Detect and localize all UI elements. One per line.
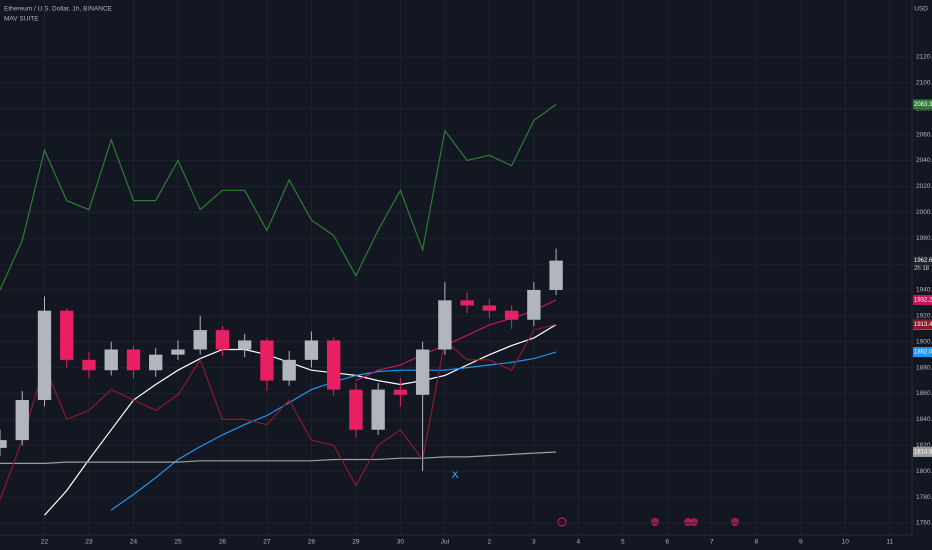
y-tick-label: 2100.00 (916, 80, 932, 87)
candle-body (15, 399, 29, 441)
indicator-line (355, 299, 557, 382)
price-tag (913, 319, 932, 330)
candle-body (371, 389, 385, 430)
annotation: X (451, 469, 459, 481)
candle-body (171, 349, 185, 355)
indicator-line (0, 451, 557, 464)
candle-body (0, 440, 7, 448)
price-tag (913, 255, 932, 266)
y-tick-label: 2040.00 (916, 157, 932, 164)
y-tick-label: 2000.00 (916, 209, 932, 216)
price-tag-label: 1913.46 (914, 322, 932, 328)
price-tag-label: 1814.85 (914, 450, 932, 456)
event-icon[interactable] (684, 518, 692, 526)
countdown: 2h 18 (914, 266, 930, 272)
candle-body (549, 260, 563, 290)
x-tick-label: 27 (263, 539, 271, 546)
price-tag (913, 99, 932, 110)
candle-body (415, 349, 430, 395)
y-tick-label: 1760.00 (916, 520, 932, 527)
indicator-name: MAV SUITE (4, 16, 39, 23)
y-tick-label: 1800.00 (916, 468, 932, 475)
chart-title: Ethereum / U.S. Dollar, 1h, BINANCE (4, 6, 113, 13)
x-tick-label: 29 (352, 539, 360, 546)
x-tick-label: 6 (666, 539, 670, 546)
indicator-line (44, 324, 557, 516)
candle-body (438, 300, 452, 350)
x-tick-label: 28 (308, 539, 316, 546)
y-tick-label: 1840.00 (916, 416, 932, 423)
price-tag (913, 446, 932, 457)
indicator-line (0, 103, 557, 291)
candle-body (37, 310, 52, 400)
candle-body (282, 359, 296, 381)
y-tick-label: 2120.00 (916, 54, 932, 61)
y-tick-label: 1980.00 (916, 235, 932, 242)
y-tick-label: 1920.00 (916, 313, 932, 320)
price-tag-label: 2083.33 (914, 102, 932, 108)
candle-body (260, 340, 274, 381)
candle-body (304, 340, 319, 360)
event-icons (557, 517, 739, 527)
y-tick-label: 1880.00 (916, 364, 932, 371)
x-tick-label: 3 (532, 539, 536, 546)
x-tick-label: 4 (577, 539, 581, 546)
currency-label: USD (914, 6, 928, 13)
candle-body (393, 389, 408, 395)
candle-body (104, 349, 118, 371)
candle-body (82, 359, 96, 371)
x-tick-label: 26 (219, 539, 227, 546)
x-tick-label: 9 (799, 539, 803, 546)
x-tick-label: 30 (397, 539, 405, 546)
candle-body (215, 330, 230, 350)
candle-body (527, 289, 541, 320)
candle-body (482, 305, 497, 311)
x-tick-label: 22 (41, 539, 49, 546)
event-icon[interactable] (651, 518, 659, 526)
candle-body (193, 330, 207, 350)
grid (0, 0, 912, 535)
candle-body (60, 310, 74, 360)
candle-body (460, 300, 474, 306)
candle-body (238, 340, 252, 350)
x-tick-label: 10 (842, 539, 850, 546)
event-icon[interactable] (690, 518, 698, 526)
x-tick-label: 25 (174, 539, 182, 546)
x-tick-label: 24 (130, 539, 138, 546)
event-icon[interactable] (731, 518, 739, 526)
price-tag-label: 1892.03 (914, 350, 932, 356)
price-tag-label: 1932.26 (914, 298, 932, 304)
y-tick-label: 1900.00 (916, 338, 932, 345)
y-tick-label: 1940.00 (916, 287, 932, 294)
x-tick-label: Jul (441, 539, 450, 546)
candle-body (126, 349, 141, 371)
candle-body (149, 354, 163, 371)
y-tick-label: 2020.00 (916, 183, 932, 190)
x-tick-label: 11 (886, 539, 893, 546)
price-tag (913, 347, 932, 358)
event-icon[interactable] (557, 517, 567, 527)
candle-body (504, 310, 519, 320)
x-tick-label: 23 (85, 539, 93, 546)
y-tick-label: 1860.00 (916, 390, 932, 397)
x-tick-label: 2 (488, 539, 492, 546)
candle-body (326, 340, 341, 390)
y-tick-label: 1780.00 (916, 494, 932, 501)
candle-body (349, 389, 363, 430)
price-tag (913, 294, 932, 305)
indicator-line (0, 323, 557, 501)
x-tick-label: 7 (710, 539, 714, 546)
y-tick-label: 1820.00 (916, 442, 932, 449)
x-tick-label: 8 (754, 539, 758, 546)
x-tick-label: 5 (621, 539, 625, 546)
price-tag-label: 1962.67 (914, 258, 932, 264)
y-tick-label: 2060.00 (916, 131, 932, 138)
